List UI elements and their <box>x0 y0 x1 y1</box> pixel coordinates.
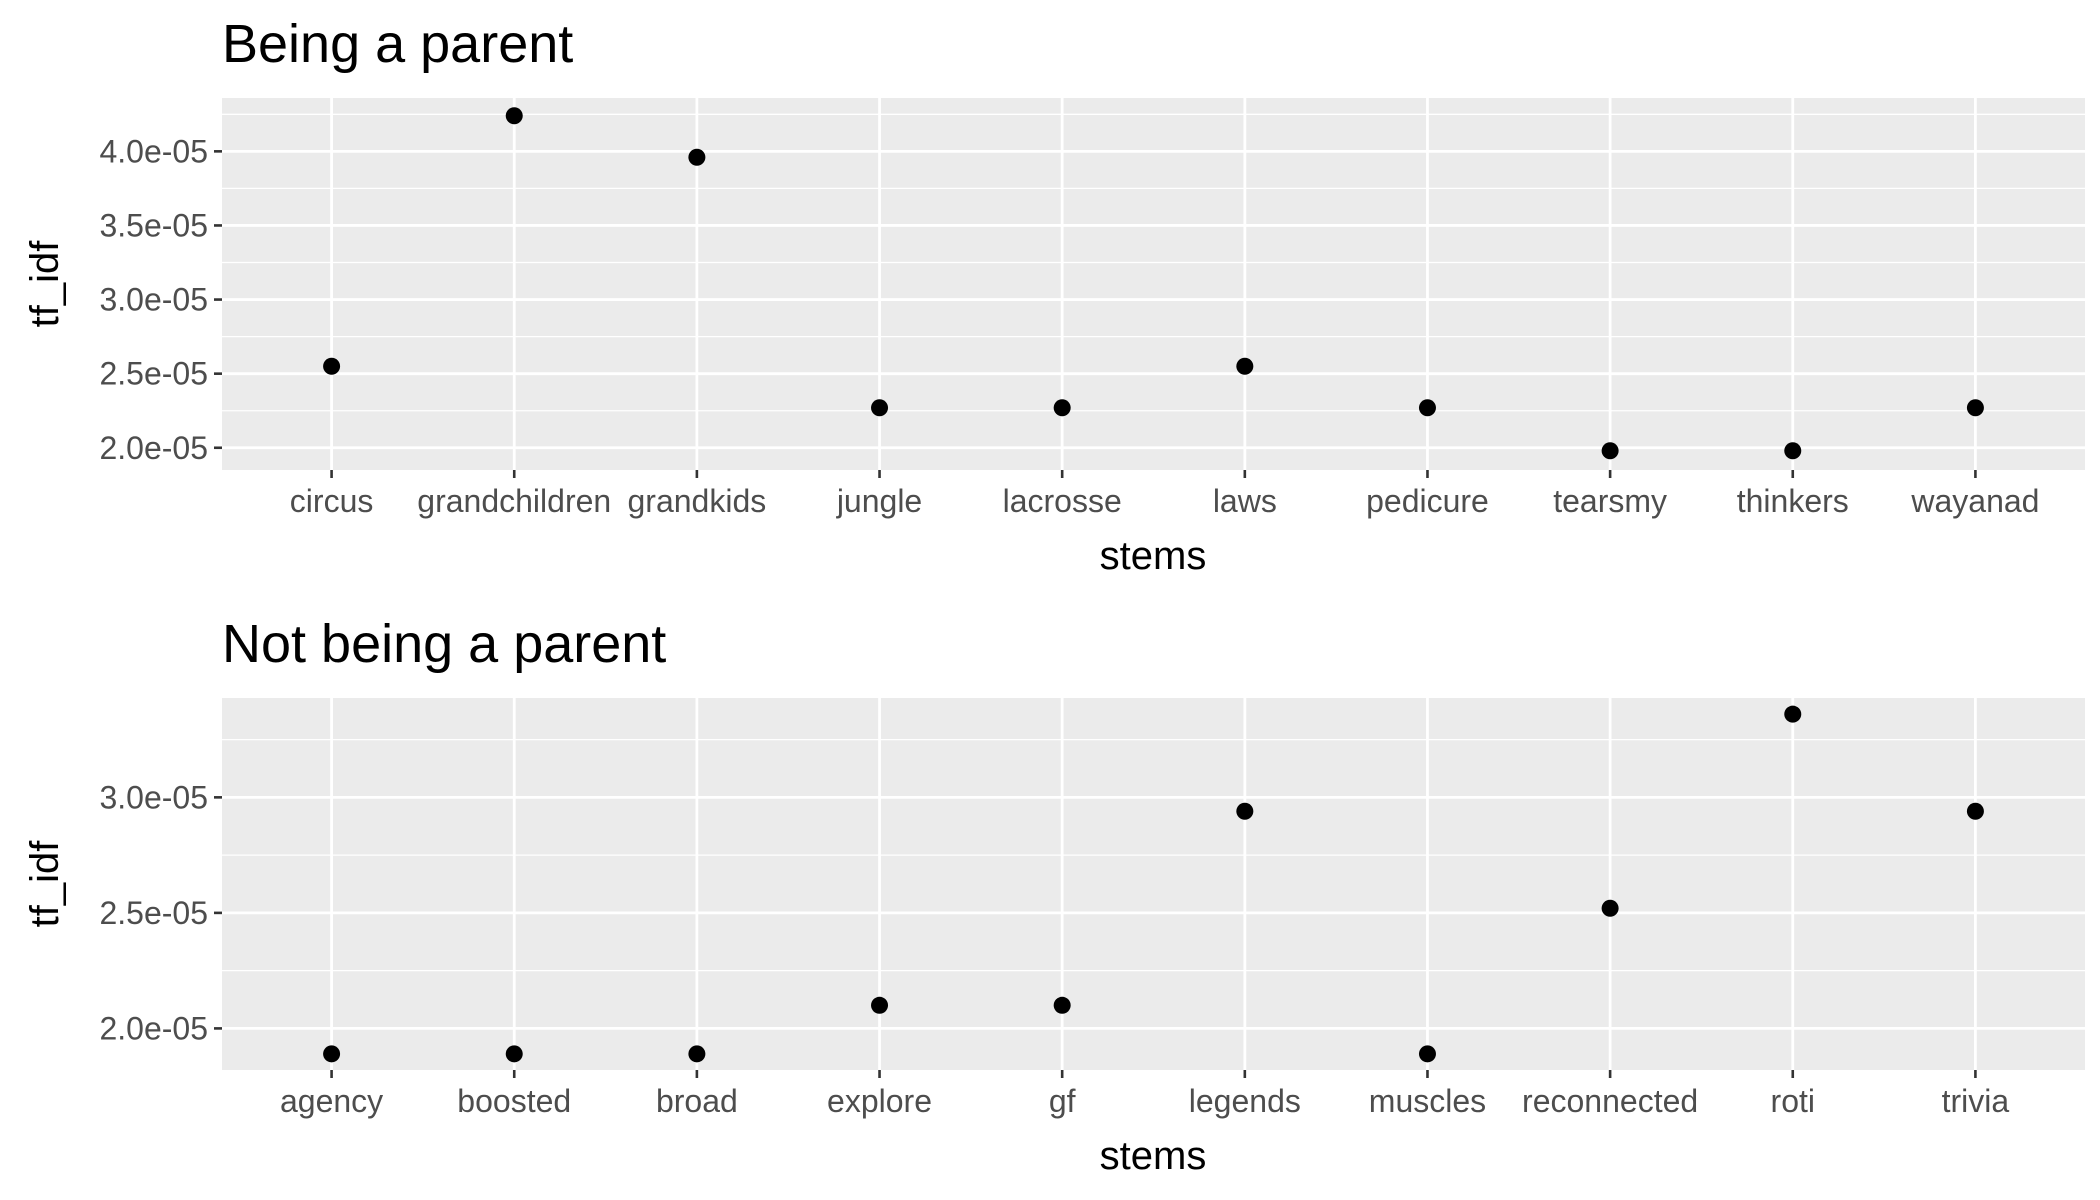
y-axis-title: tf_idf <box>23 840 67 928</box>
x-tick-label: roti <box>1771 1083 1815 1119</box>
data-point <box>1053 996 1071 1014</box>
data-point <box>1236 802 1254 820</box>
y-axis-title: tf_idf <box>23 240 67 328</box>
x-tick-label: pedicure <box>1366 483 1489 519</box>
data-point <box>871 996 889 1014</box>
y-tick-label: 3.0e-05 <box>99 779 208 815</box>
data-point <box>1966 802 1984 820</box>
x-tick-label: jungle <box>836 483 922 519</box>
x-axis-title: stems <box>1100 1134 1207 1178</box>
data-point <box>505 1045 523 1063</box>
data-point <box>871 399 889 417</box>
data-point <box>1784 442 1802 460</box>
data-point <box>688 148 706 166</box>
chart-panel-not-being-a-parent: Not being a parent 2.0e-05 2.5e-05 3.0e-05… <box>23 614 2085 1178</box>
x-tick-label: explore <box>827 1083 932 1119</box>
x-tick-label: thinkers <box>1737 483 1849 519</box>
data-point <box>505 107 523 125</box>
x-tick-label: circus <box>290 483 374 519</box>
plot-panel-background <box>222 698 2085 1070</box>
y-tick-label: 4.0e-05 <box>99 133 208 169</box>
x-tick-label: wayanad <box>1910 483 2039 519</box>
chart-title: Being a parent <box>222 14 573 74</box>
data-point <box>1418 399 1436 417</box>
x-tick-label: reconnected <box>1522 1083 1698 1119</box>
data-point <box>1236 357 1254 375</box>
x-tick-label: trivia <box>1942 1083 2010 1119</box>
y-tick-label: 3.0e-05 <box>99 282 208 318</box>
y-tick-label: 2.0e-05 <box>99 430 208 466</box>
x-axis: agency boosted broad explore gf legends muscle… <box>280 1070 2009 1119</box>
y-tick-label: 2.5e-05 <box>99 356 208 392</box>
data-points <box>323 107 1984 460</box>
data-point <box>1601 899 1619 917</box>
x-axis: circus grandchildren grandkids jungle lacros… <box>290 470 2039 519</box>
y-tick-label: 3.5e-05 <box>99 207 208 243</box>
x-tick-label: gf <box>1049 1083 1076 1119</box>
x-tick-label: legends <box>1189 1083 1301 1119</box>
y-axis: 2.0e-05 2.5e-05 3.0e-05 <box>99 779 222 1046</box>
data-point <box>323 357 341 375</box>
x-tick-label: grandkids <box>628 483 767 519</box>
x-tick-label: muscles <box>1369 1083 1486 1119</box>
data-point <box>688 1045 706 1063</box>
data-point <box>1966 399 1984 417</box>
x-tick-label: boosted <box>457 1083 571 1119</box>
data-points <box>323 705 1984 1063</box>
x-tick-label: lacrosse <box>1003 483 1122 519</box>
data-point <box>1601 442 1619 460</box>
plot-panel-background <box>222 98 2085 470</box>
data-point <box>1418 1045 1436 1063</box>
x-tick-label: broad <box>656 1083 738 1119</box>
x-tick-label: grandchildren <box>417 483 611 519</box>
y-tick-label: 2.5e-05 <box>99 895 208 931</box>
x-axis-title: stems <box>1100 534 1207 578</box>
data-point <box>1053 399 1071 417</box>
y-axis: 2.0e-05 2.5e-05 3.0e-05 3.5e-05 4.0e-05 <box>99 133 222 466</box>
x-tick-label: laws <box>1213 483 1277 519</box>
data-point <box>1784 705 1802 723</box>
chart-panel-being-a-parent: Being a parent 2.0e-05 2.5e-05 3.0e-05 3.5e… <box>23 14 2085 578</box>
major-gridlines <box>222 698 2085 1070</box>
minor-gridlines <box>222 738 2085 972</box>
x-tick-label: agency <box>280 1083 383 1119</box>
minor-gridlines <box>222 113 2085 412</box>
chart-title: Not being a parent <box>222 614 666 674</box>
data-point <box>323 1045 341 1063</box>
x-tick-label: tearsmy <box>1553 483 1667 519</box>
y-tick-label: 2.0e-05 <box>99 1010 208 1046</box>
